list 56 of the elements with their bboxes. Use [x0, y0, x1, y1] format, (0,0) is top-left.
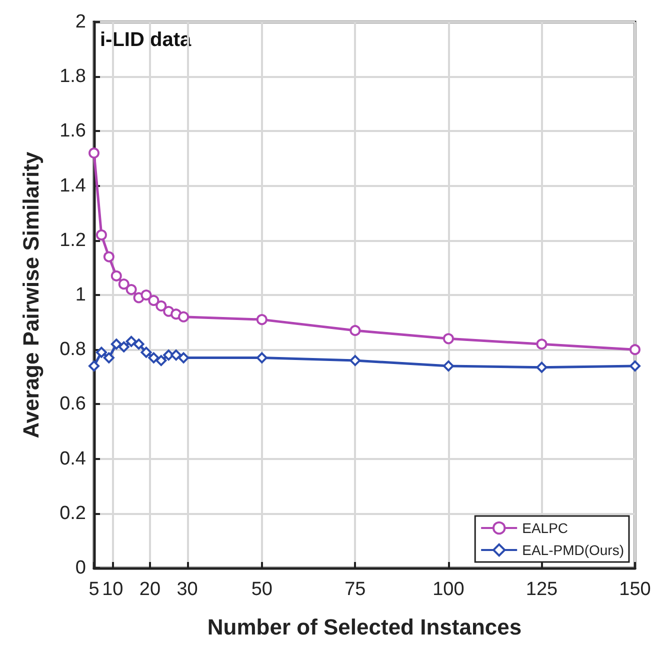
point	[350, 355, 361, 366]
point	[110, 270, 122, 282]
x-tick-label: 30	[176, 579, 198, 600]
point	[126, 284, 137, 296]
point	[256, 352, 268, 364]
point	[350, 324, 361, 336]
point	[96, 346, 107, 358]
x-tick-label: 75	[344, 579, 366, 600]
point	[256, 314, 268, 326]
point	[148, 294, 160, 306]
x-tick-label: 50	[251, 579, 272, 600]
y-axis-title: Average Pairwise Similarity	[18, 150, 44, 438]
point	[126, 336, 137, 347]
point	[156, 355, 167, 366]
x-tick-label: 100	[432, 579, 464, 600]
point	[630, 344, 640, 356]
point	[96, 229, 107, 240]
x-tick-label: 150	[619, 579, 651, 600]
y-tick-label: 1	[75, 284, 86, 306]
point	[156, 300, 167, 312]
x-tick-label: 10	[102, 579, 124, 600]
point	[536, 362, 548, 373]
y-tick-label: 2	[75, 12, 86, 32]
y-tick-label: 0.8	[60, 339, 86, 360]
y-tick-label: 0.2	[60, 502, 86, 524]
y-tick-label: 1.2	[60, 230, 86, 251]
point	[110, 338, 122, 350]
x-axis-title: Number of Selected Instances	[207, 614, 522, 640]
point	[103, 251, 114, 262]
point	[630, 360, 640, 372]
y-tick-label: 1.8	[60, 66, 86, 88]
point	[118, 278, 130, 290]
x-tick-label: 20	[139, 579, 161, 600]
y-tick-label: 0.4	[60, 448, 86, 470]
point	[140, 290, 152, 300]
y-tick-label: 0	[75, 558, 86, 578]
point	[536, 338, 548, 350]
point	[88, 360, 100, 372]
y-tick-label: 1.4	[60, 175, 86, 196]
point	[178, 311, 190, 322]
y-tick-label: 1.6	[60, 120, 86, 142]
x-tick-label: 125	[526, 579, 558, 600]
legend-label: EALPC	[522, 520, 568, 536]
y-tick-label: 0.6	[60, 394, 86, 415]
legend-label: EAL-PMD(Ours)	[522, 542, 624, 558]
point	[103, 352, 114, 364]
point	[178, 352, 190, 364]
point	[442, 333, 454, 344]
point	[170, 350, 182, 361]
point	[148, 352, 160, 364]
point	[88, 148, 100, 159]
x-tick-label: 5	[88, 579, 100, 600]
point	[442, 360, 454, 372]
point	[118, 341, 130, 352]
point	[140, 346, 152, 358]
point	[133, 338, 144, 350]
